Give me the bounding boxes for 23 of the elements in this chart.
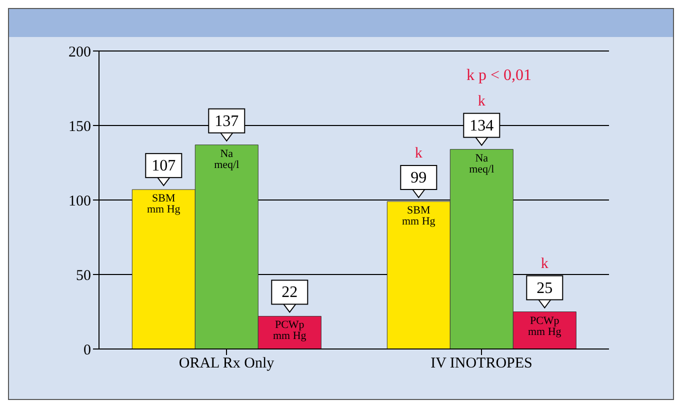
series-label: SBM mm Hg (146, 192, 181, 216)
annotation: k p < 0,01 (465, 67, 533, 85)
y-tick-label: 150 (68, 118, 91, 135)
y-tick-label: 200 (68, 44, 91, 60)
text: Na meq/l (469, 152, 494, 176)
series-label: Na meq/l (214, 148, 240, 171)
text: PCWp mm Hg (528, 314, 562, 338)
text: SBM mm Hg (402, 204, 436, 228)
data-label: 22 (282, 284, 298, 302)
data-label: 25 (536, 280, 553, 297)
y-tick-label: 100 (68, 193, 91, 210)
data-label: 99 (410, 169, 427, 186)
y-tick-label: 0 (84, 342, 91, 358)
data-label: 137 (214, 112, 239, 130)
data-label: 134 (470, 117, 494, 134)
data-label: 107 (152, 158, 176, 175)
x-tick-label: ORAL Rx Only (178, 356, 275, 372)
annotation: k (478, 93, 486, 110)
series-label: PCWp mm Hg (272, 319, 307, 342)
x-tick-label: IV INOTROPES (430, 356, 532, 372)
annotation: k (414, 145, 423, 162)
annotation: k (540, 256, 549, 272)
y-tick-label: 50 (76, 268, 91, 284)
